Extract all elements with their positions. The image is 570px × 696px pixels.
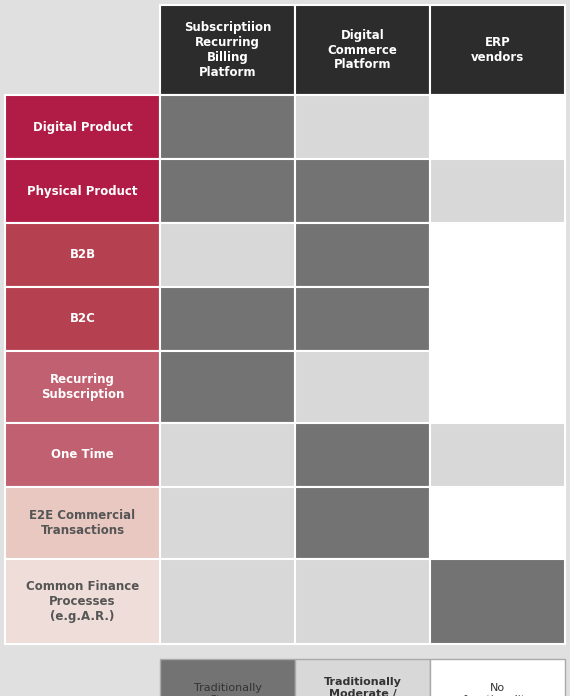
- Bar: [430, 659, 565, 696]
- Text: Traditionally
Strong: Traditionally Strong: [193, 683, 262, 696]
- Bar: [5, 287, 160, 351]
- Bar: [160, 423, 295, 487]
- Bar: [5, 487, 160, 559]
- Bar: [295, 5, 430, 95]
- Text: Common Finance
Processes
(e.g.A.R.): Common Finance Processes (e.g.A.R.): [26, 580, 139, 623]
- Text: B2C: B2C: [70, 313, 95, 326]
- Bar: [430, 223, 565, 287]
- Bar: [5, 159, 160, 223]
- Bar: [160, 351, 295, 423]
- Bar: [430, 5, 565, 95]
- Bar: [160, 487, 295, 559]
- Bar: [160, 559, 295, 644]
- Bar: [5, 351, 160, 423]
- Bar: [295, 423, 430, 487]
- Bar: [295, 287, 430, 351]
- Bar: [430, 95, 565, 159]
- Text: Digital
Commerce
Platform: Digital Commerce Platform: [328, 29, 397, 72]
- Bar: [295, 223, 430, 287]
- Bar: [160, 659, 295, 696]
- Bar: [160, 95, 295, 159]
- Text: B2B: B2B: [70, 248, 96, 262]
- Bar: [430, 351, 565, 423]
- Bar: [295, 487, 430, 559]
- Text: Traditionally
Moderate /
Emerging: Traditionally Moderate / Emerging: [324, 677, 401, 696]
- Bar: [430, 159, 565, 223]
- Bar: [160, 223, 295, 287]
- Bar: [430, 487, 565, 559]
- Bar: [160, 159, 295, 223]
- Bar: [5, 223, 160, 287]
- Bar: [430, 423, 565, 487]
- Bar: [295, 559, 430, 644]
- Bar: [160, 5, 295, 95]
- Text: Digital Product: Digital Product: [32, 120, 132, 134]
- Bar: [295, 159, 430, 223]
- Bar: [430, 287, 565, 351]
- Text: One Time: One Time: [51, 448, 114, 461]
- Text: ERP
vendors: ERP vendors: [471, 36, 524, 64]
- Text: No
functionality: No functionality: [463, 683, 532, 696]
- Bar: [430, 559, 565, 644]
- Bar: [295, 95, 430, 159]
- Bar: [295, 659, 430, 696]
- Bar: [5, 559, 160, 644]
- Bar: [5, 5, 160, 95]
- Text: Subscriptiion
Recurring
Billing
Platform: Subscriptiion Recurring Billing Platform: [184, 21, 271, 79]
- Text: Physical Product: Physical Product: [27, 184, 138, 198]
- Bar: [160, 287, 295, 351]
- Bar: [5, 95, 160, 159]
- Text: E2E Commercial
Transactions: E2E Commercial Transactions: [30, 509, 136, 537]
- Text: Recurring
Subscription: Recurring Subscription: [41, 373, 124, 401]
- Bar: [295, 351, 430, 423]
- Bar: [5, 423, 160, 487]
